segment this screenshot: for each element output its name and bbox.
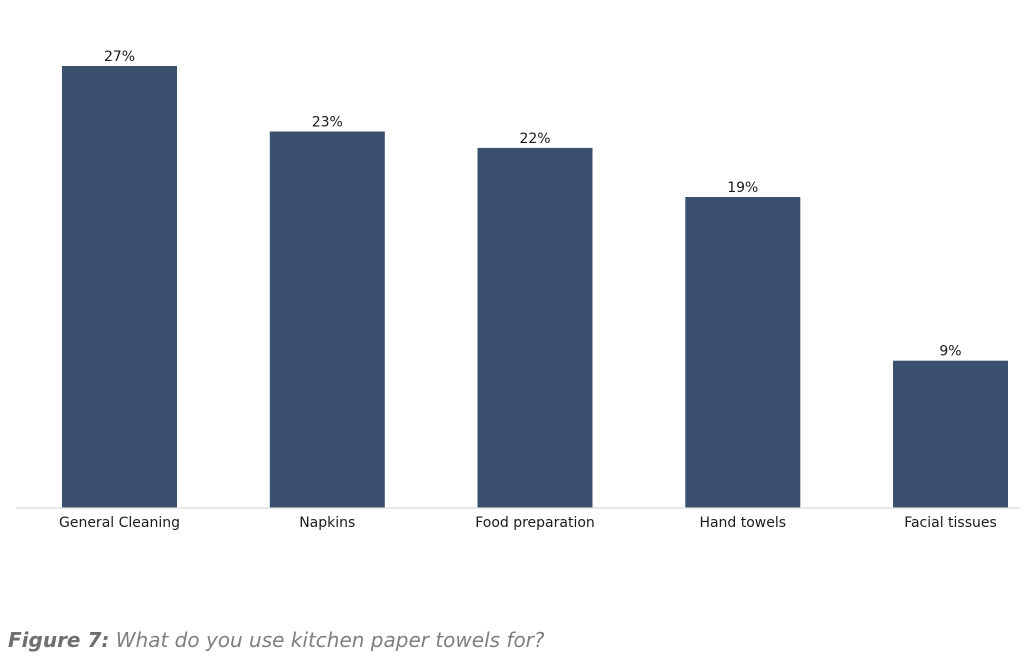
bar-0	[62, 66, 177, 508]
bar-chart: 27% 23% 22% 19% 9% General Cleaning Napkins Fo…	[16, 49, 1020, 531]
value-label-2: 22%	[519, 131, 550, 147]
x-tick-label-1: Napkins	[299, 515, 355, 531]
figure-caption-text: What do you use kitchen paper towels for…	[109, 628, 545, 652]
x-tick-label-3: Hand towels	[699, 515, 786, 531]
figure-caption-label: Figure 7:	[8, 628, 110, 652]
value-label-1: 23%	[312, 115, 343, 131]
value-label-3: 19%	[727, 180, 758, 196]
value-label-0: 27%	[104, 49, 135, 65]
bar-4	[893, 360, 1008, 508]
x-tick-label-0: General Cleaning	[59, 515, 180, 531]
bar-1	[269, 131, 385, 508]
value-label-4: 9%	[939, 344, 961, 360]
x-tick-label-4: Facial tissues	[904, 515, 997, 531]
figure-caption: Figure 7: What do you use kitchen paper …	[8, 628, 545, 652]
x-tick-label-2: Food preparation	[475, 515, 595, 531]
bars-group	[62, 66, 1008, 508]
value-labels-group: 27% 23% 22% 19% 9%	[104, 49, 962, 360]
bar-2	[477, 147, 593, 508]
x-tick-labels-group: General Cleaning Napkins Food preparation H…	[59, 515, 997, 531]
bar-3	[685, 197, 801, 508]
